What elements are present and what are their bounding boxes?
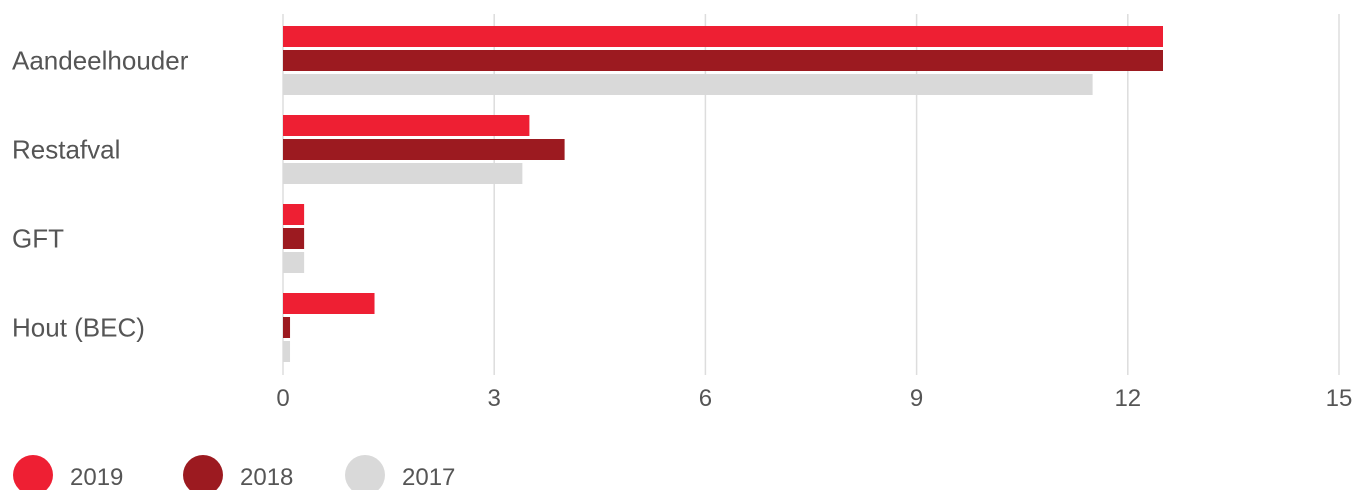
legend-swatch-2018 (183, 455, 223, 490)
bar-gft-2018 (283, 228, 305, 249)
bar-aandeelhouder-2018 (283, 50, 1163, 71)
x-axis-ticks: 0 3 6 9 12 15 (276, 385, 1352, 412)
bar-aandeelhouder-2017 (283, 74, 1093, 95)
bars (283, 26, 1163, 362)
bar-hout-bec-2018 (283, 317, 291, 338)
bar-restafval-2018 (283, 139, 565, 160)
x-tick-label-6: 6 (699, 385, 712, 412)
legend-label-2018: 2018 (240, 464, 293, 490)
category-label-hout-bec: Hout (BEC) (12, 313, 145, 343)
legend-label-2017: 2017 (402, 464, 455, 490)
x-tick-label-15: 15 (1326, 385, 1353, 412)
bar-aandeelhouder-2019 (283, 26, 1163, 47)
x-tick-label-0: 0 (276, 385, 289, 412)
legend-swatch-2019 (13, 455, 53, 490)
x-tick-label-3: 3 (488, 385, 501, 412)
bar-gft-2019 (283, 204, 305, 225)
category-label-gft: GFT (12, 224, 64, 254)
legend: 2019 2018 2017 (13, 455, 455, 490)
category-labels: Aandeelhouder Restafval GFT Hout (BEC) (12, 46, 189, 343)
x-tick-label-12: 12 (1114, 385, 1141, 412)
x-tick-label-9: 9 (910, 385, 923, 412)
bar-restafval-2017 (283, 163, 523, 184)
category-label-restafval: Restafval (12, 135, 120, 165)
bar-hout-bec-2017 (283, 341, 291, 362)
bar-gft-2017 (283, 252, 305, 273)
bar-hout-bec-2019 (283, 293, 375, 314)
bar-restafval-2019 (283, 115, 530, 136)
category-label-aandeelhouder: Aandeelhouder (12, 46, 189, 76)
legend-swatch-2017 (345, 455, 385, 490)
legend-label-2019: 2019 (70, 464, 123, 490)
